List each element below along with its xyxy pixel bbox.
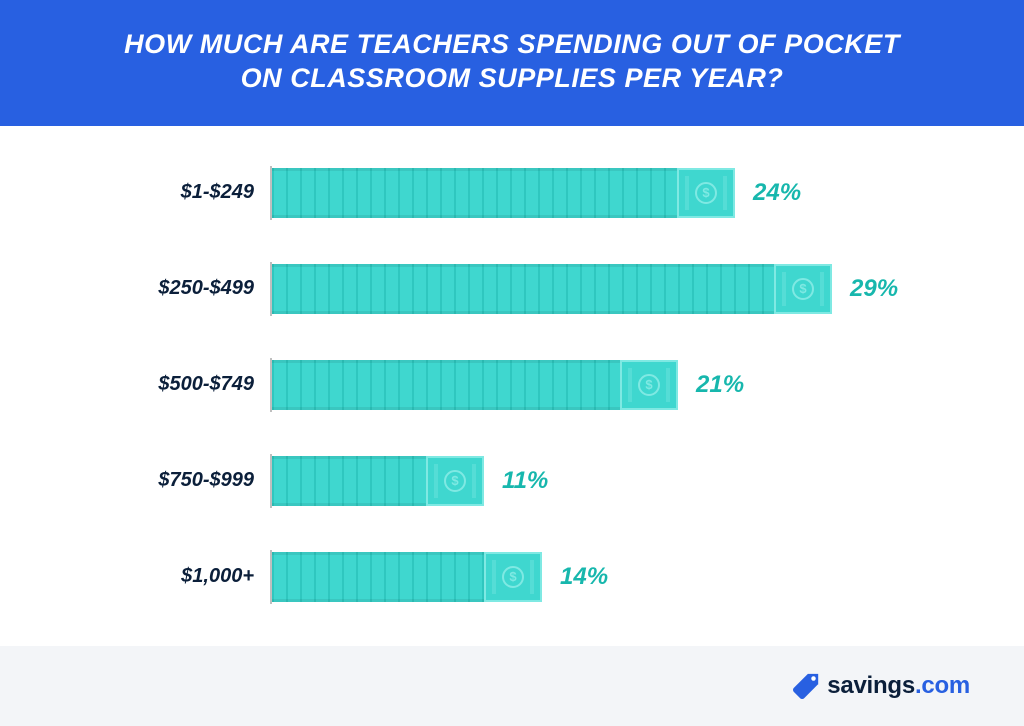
value-label: 14% bbox=[560, 563, 608, 591]
chart-row: $1,000+$14% bbox=[60, 550, 964, 604]
bar-fill bbox=[272, 360, 678, 410]
category-label: $1-$249 bbox=[60, 181, 270, 204]
chart-row: $1-$249$24% bbox=[60, 166, 964, 220]
price-tag-icon bbox=[791, 671, 821, 701]
bar-track: $24% bbox=[270, 166, 964, 220]
value-label: 24% bbox=[753, 179, 801, 207]
infographic-card: HOW MUCH ARE TEACHERS SPENDING OUT OF PO… bbox=[0, 0, 1024, 726]
category-label: $750-$999 bbox=[60, 469, 270, 492]
bar-track: $21% bbox=[270, 358, 964, 412]
bar: $ bbox=[272, 168, 735, 218]
chart-row: $500-$749$21% bbox=[60, 358, 964, 412]
chart-area: $1-$249$24%$250-$499$29%$500-$749$21%$75… bbox=[0, 126, 1024, 604]
dollar-bill-icon: $ bbox=[677, 168, 735, 218]
logo-word: savings bbox=[827, 672, 915, 699]
bar: $ bbox=[272, 456, 484, 506]
title-line-1: HOW MUCH ARE TEACHERS SPENDING OUT OF PO… bbox=[124, 29, 900, 59]
category-label: $500-$749 bbox=[60, 373, 270, 396]
dollar-bill-icon: $ bbox=[774, 264, 832, 314]
bar: $ bbox=[272, 264, 832, 314]
category-label: $250-$499 bbox=[60, 277, 270, 300]
bar-fill bbox=[272, 264, 832, 314]
bar-track: $14% bbox=[270, 550, 964, 604]
dollar-bill-icon: $ bbox=[484, 552, 542, 602]
header-banner: HOW MUCH ARE TEACHERS SPENDING OUT OF PO… bbox=[0, 0, 1024, 126]
savings-logo: savings.com bbox=[791, 671, 970, 701]
title-line-2: ON CLASSROOM SUPPLIES PER YEAR? bbox=[241, 63, 784, 93]
bar-track: $11% bbox=[270, 454, 964, 508]
value-label: 29% bbox=[850, 275, 898, 303]
category-label: $1,000+ bbox=[60, 565, 270, 588]
bar-track: $29% bbox=[270, 262, 964, 316]
value-label: 21% bbox=[696, 371, 744, 399]
dollar-bill-icon: $ bbox=[426, 456, 484, 506]
logo-suffix: .com bbox=[915, 672, 970, 699]
chart-row: $250-$499$29% bbox=[60, 262, 964, 316]
dollar-bill-icon: $ bbox=[620, 360, 678, 410]
bar: $ bbox=[272, 360, 678, 410]
chart-row: $750-$999$11% bbox=[60, 454, 964, 508]
value-label: 11% bbox=[502, 467, 548, 495]
footer-bar: savings.com bbox=[0, 646, 1024, 726]
chart-title: HOW MUCH ARE TEACHERS SPENDING OUT OF PO… bbox=[40, 28, 984, 96]
bar-fill bbox=[272, 168, 735, 218]
logo-text: savings.com bbox=[827, 672, 970, 700]
bar: $ bbox=[272, 552, 542, 602]
